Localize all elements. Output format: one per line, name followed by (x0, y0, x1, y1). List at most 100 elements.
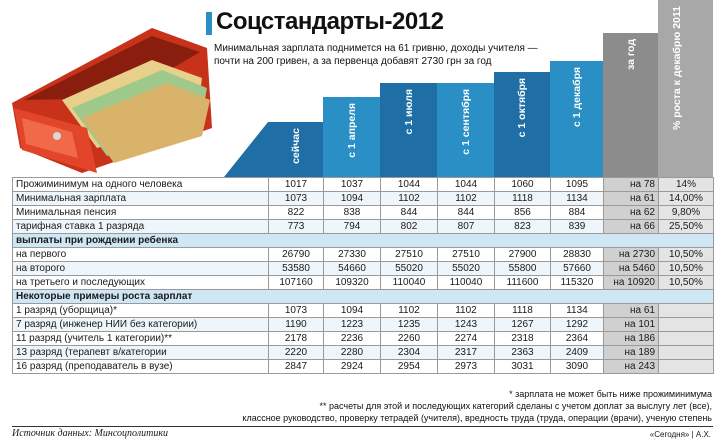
value-cell: 1118 (494, 191, 551, 206)
growth-cell: на 10920 (603, 275, 659, 290)
table-row: Прожиминимум на одного человека 1017 1037 1… (12, 177, 714, 192)
percent-cell: 10,50% (658, 275, 714, 290)
table-row: 1 разряд (уборщица)* 1073 1094 1102 1102 1118… (12, 303, 714, 318)
value-cell: 1190 (268, 317, 324, 332)
value-cell: 1102 (380, 303, 438, 318)
table-row: Минимальная пенсия 822 838 844 844 856 884 на 6… (12, 205, 714, 220)
section-title: Некоторые примеры роста зарплат (12, 289, 714, 304)
table-row: на первого 26790 27330 27510 27510 27900 28830… (12, 247, 714, 262)
table-row: 16 разряд (преподаватель в вузе) 2847 2924… (12, 359, 714, 374)
value-cell: 54660 (323, 261, 381, 276)
col-year: за год (603, 33, 658, 177)
value-cell: 844 (380, 205, 438, 220)
value-cell: 57660 (550, 261, 604, 276)
value-cell: 1044 (380, 177, 438, 192)
row-label: 11 разряд (учитель 1 категории)** (12, 331, 269, 346)
table-row: тарифная ставка 1 разряда 773 794 802 807 823… (12, 219, 714, 234)
col-dec: с 1 декабря (550, 61, 603, 177)
growth-cell: на 189 (603, 345, 659, 360)
footnotes: * зарплата не может быть ниже прожиминим… (12, 388, 712, 424)
col-apr: с 1 апреля (323, 97, 380, 177)
value-cell: 2954 (380, 359, 438, 374)
value-cell: 110040 (437, 275, 495, 290)
percent-cell (658, 359, 714, 374)
growth-cell: на 61 (603, 303, 659, 318)
percent-cell: 9,80% (658, 205, 714, 220)
percent-cell: 14,00% (658, 191, 714, 206)
column-headers: сейчас с 1 апреля с 1 июля с 1 сентября … (0, 0, 717, 177)
table-row: на третьего и последующих 107160 109320 110… (12, 275, 714, 290)
value-cell: 1044 (437, 177, 495, 192)
footnote-2: ** расчеты для этой и последующих катего… (319, 401, 712, 411)
growth-cell: на 62 (603, 205, 659, 220)
value-cell: 1073 (268, 303, 324, 318)
value-cell: 55020 (437, 261, 495, 276)
value-cell: 2274 (437, 331, 495, 346)
col-sep: с 1 сентября (437, 83, 494, 177)
percent-cell: 14% (658, 177, 714, 192)
value-cell: 1017 (268, 177, 324, 192)
growth-cell: на 78 (603, 177, 659, 192)
percent-cell (658, 303, 714, 318)
value-cell: 2847 (268, 359, 324, 374)
value-cell: 794 (323, 219, 381, 234)
table-row: на второго 53580 54660 55020 55020 55800 57660… (12, 261, 714, 276)
row-label: на второго (12, 261, 269, 276)
growth-cell: на 101 (603, 317, 659, 332)
value-cell: 2236 (323, 331, 381, 346)
value-cell: 1095 (550, 177, 604, 192)
value-cell: 844 (437, 205, 495, 220)
col-jul: с 1 июля (380, 83, 437, 177)
value-cell: 2973 (437, 359, 495, 374)
table-row: Минимальная зарплата 1073 1094 1102 1102 1118… (12, 191, 714, 206)
percent-cell: 10,50% (658, 247, 714, 262)
section-header: Некоторые примеры роста зарплат (12, 289, 714, 304)
value-cell: 1235 (380, 317, 438, 332)
value-cell: 2178 (268, 331, 324, 346)
value-cell: 1102 (437, 303, 495, 318)
value-cell: 3031 (494, 359, 551, 374)
value-cell: 838 (323, 205, 381, 220)
table-body: Прожиминимум на одного человека 1017 1037 1… (12, 177, 714, 374)
standards-table: Прожиминимум на одного человека 1017 1037 1… (12, 177, 714, 374)
value-cell: 2318 (494, 331, 551, 346)
percent-cell (658, 331, 714, 346)
page-title: Соцстандарты-2012 (216, 8, 444, 35)
value-cell: 856 (494, 205, 551, 220)
value-cell: 27510 (380, 247, 438, 262)
row-label: 13 разряд (терапевт в/категории (12, 345, 269, 360)
col-oct: с 1 октября (494, 72, 550, 177)
value-cell: 115320 (550, 275, 604, 290)
value-cell: 2363 (494, 345, 551, 360)
value-cell: 1223 (323, 317, 381, 332)
value-cell: 2364 (550, 331, 604, 346)
row-label: тарифная ставка 1 разряда (12, 219, 269, 234)
percent-cell (658, 345, 714, 360)
table-row: 13 разряд (терапевт в/категории 2220 2280 2… (12, 345, 714, 360)
value-cell: 2924 (323, 359, 381, 374)
value-cell: 3090 (550, 359, 604, 374)
growth-cell: на 66 (603, 219, 659, 234)
title-accent (206, 12, 212, 35)
row-label: Минимальная пенсия (12, 205, 269, 220)
value-cell: 1094 (323, 303, 381, 318)
growth-cell: на 5460 (603, 261, 659, 276)
value-cell: 822 (268, 205, 324, 220)
value-cell: 1118 (494, 303, 551, 318)
value-cell: 773 (268, 219, 324, 234)
value-cell: 2304 (380, 345, 438, 360)
row-label: 16 разряд (преподаватель в вузе) (12, 359, 269, 374)
value-cell: 807 (437, 219, 495, 234)
value-cell: 1243 (437, 317, 495, 332)
value-cell: 2220 (268, 345, 324, 360)
value-cell: 823 (494, 219, 551, 234)
value-cell: 2317 (437, 345, 495, 360)
growth-cell: на 186 (603, 331, 659, 346)
row-label: Прожиминимум на одного человека (12, 177, 269, 192)
value-cell: 1094 (323, 191, 381, 206)
value-cell: 1073 (268, 191, 324, 206)
percent-cell: 10,50% (658, 261, 714, 276)
value-cell: 839 (550, 219, 604, 234)
value-cell: 107160 (268, 275, 324, 290)
value-cell: 1134 (550, 303, 604, 318)
